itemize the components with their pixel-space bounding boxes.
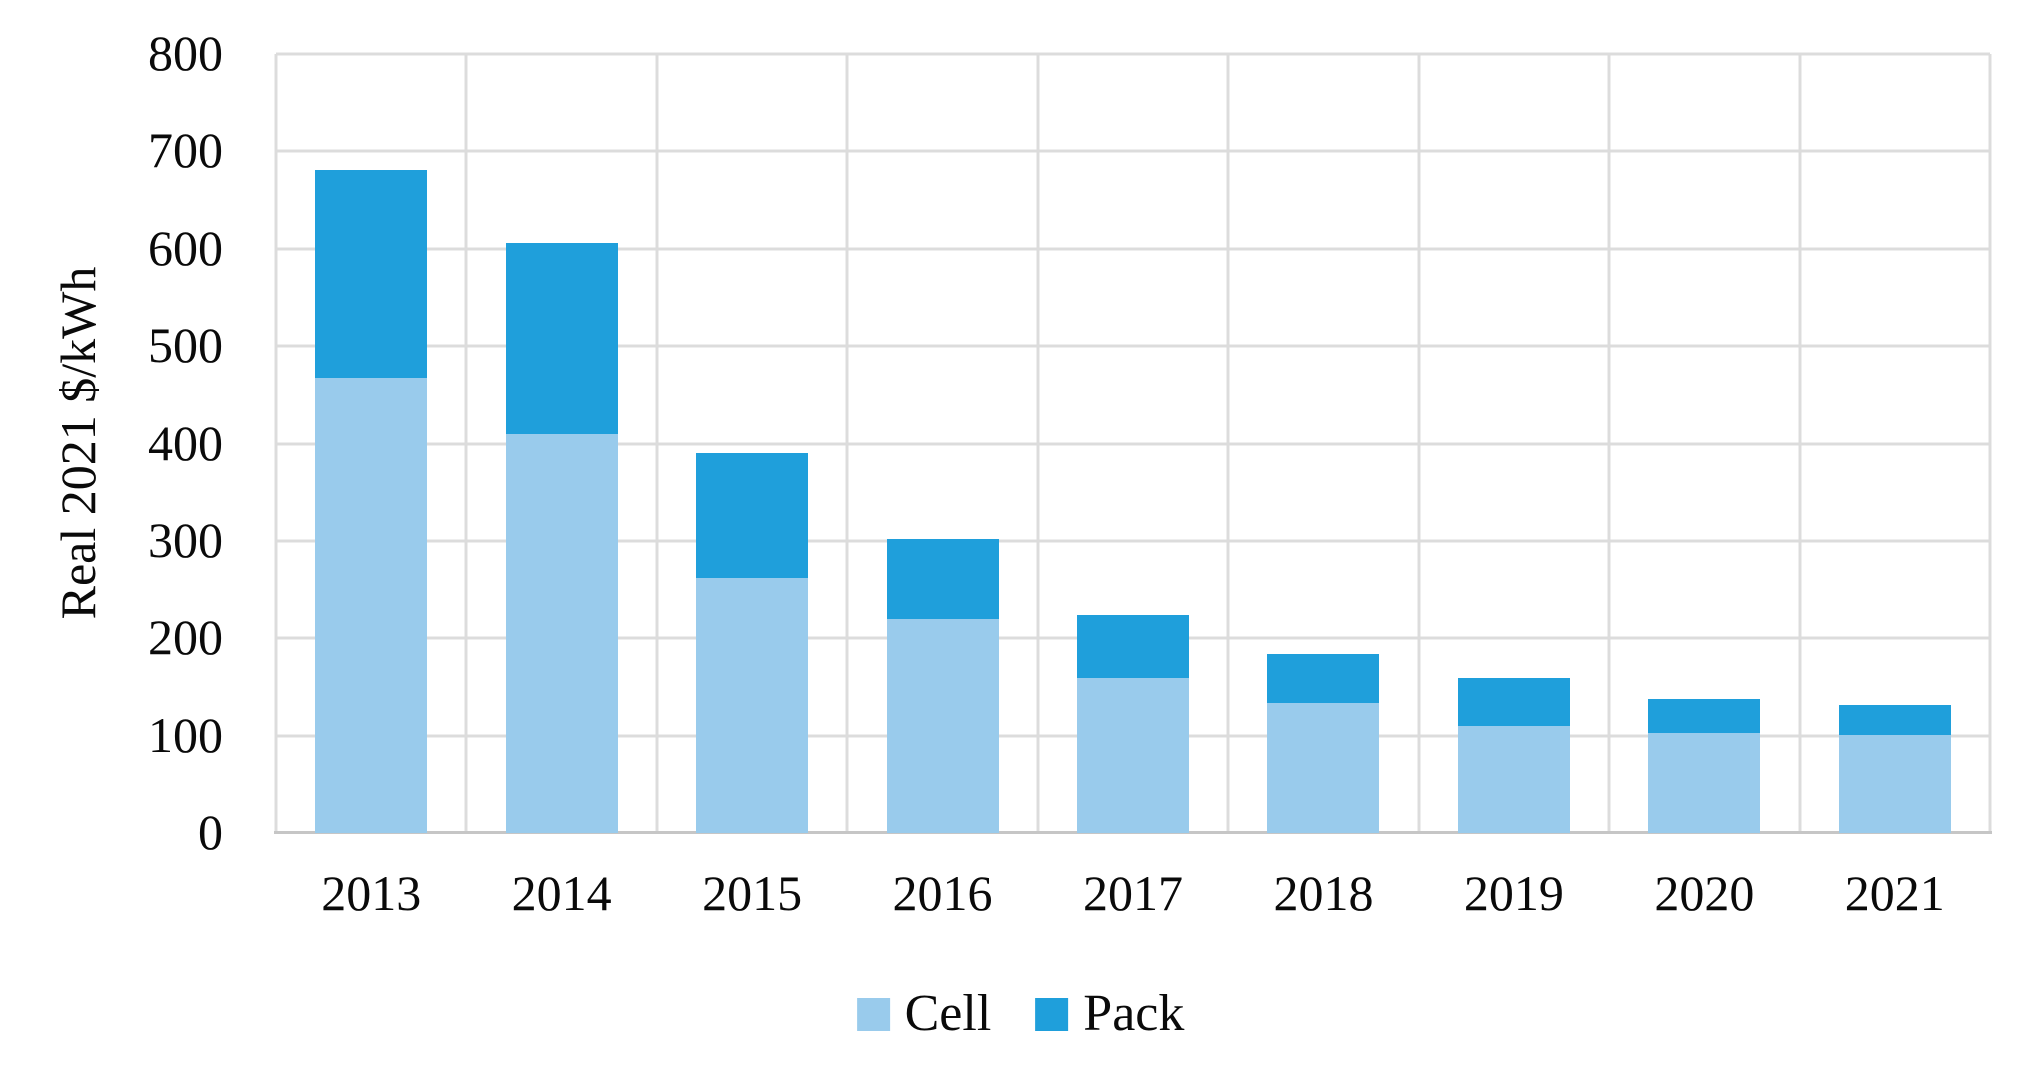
bar-segment-cell-2019 (1457, 725, 1570, 833)
y-tick-label: 300 (148, 511, 223, 568)
y-tick-label: 400 (148, 414, 223, 471)
gridline-vertical (1036, 54, 1040, 833)
x-axis-label: 2013 (321, 865, 422, 921)
gridline-vertical (655, 54, 659, 833)
gridline-vertical (1226, 54, 1230, 833)
gridline-horizontal (276, 344, 1990, 348)
bar-segment-cell-2017 (1077, 678, 1189, 833)
legend-cell-label: Cell (904, 985, 992, 1042)
legend-cell-swatch (856, 997, 890, 1031)
y-tick-label: 200 (148, 609, 223, 666)
bar-segment-cell-2013 (315, 378, 428, 833)
bar-segment-pack-2021 (1838, 705, 1951, 735)
x-axis-label: 2014 (511, 865, 612, 921)
gridline-vertical (464, 54, 468, 833)
legend-pack-swatch (1035, 997, 1069, 1031)
bar-segment-cell-2015 (696, 577, 809, 833)
y-tick-label: 0 (198, 804, 223, 860)
y-tick-label: 700 (148, 122, 223, 179)
bar-segment-pack-2019 (1457, 678, 1570, 726)
legend: Cell Pack (856, 985, 1184, 1042)
bar-segment-pack-2013 (315, 169, 428, 379)
y-tick-label: 100 (148, 706, 223, 763)
legend-item-pack: Pack (1035, 988, 1184, 1040)
bar-segment-cell-2016 (886, 618, 999, 833)
y-tick-label: 500 (148, 317, 223, 374)
bar-segment-pack-2016 (886, 538, 999, 619)
gridline-horizontal (276, 247, 1990, 251)
x-axis-label: 2016 (892, 865, 993, 921)
bar-segment-pack-2017 (1077, 614, 1189, 679)
bar-segment-pack-2020 (1648, 698, 1761, 733)
gridline-vertical (1798, 54, 1802, 833)
x-axis-label: 2021 (1844, 865, 1945, 921)
x-axis-label: 2018 (1273, 865, 1374, 921)
gridline-horizontal (276, 52, 1990, 56)
x-axis-label: 2017 (1083, 865, 1183, 921)
bar-segment-cell-2020 (1648, 732, 1761, 833)
y-tick-label: 800 (148, 25, 223, 81)
gridline-vertical (1988, 54, 1992, 833)
gridline-vertical (274, 54, 278, 833)
plot-area (274, 52, 1992, 834)
bar-segment-pack-2014 (505, 242, 618, 434)
x-axis-label: 2015 (702, 865, 803, 921)
gridline-horizontal (276, 539, 1990, 543)
legend-item-cell: Cell (856, 985, 992, 1042)
bar-segment-cell-2014 (505, 433, 618, 833)
legend-pack-label: Pack (1083, 985, 1185, 1042)
gridline-vertical (845, 54, 849, 833)
y-tick-label: 600 (148, 219, 223, 276)
bar-segment-pack-2018 (1267, 653, 1380, 703)
bar-segment-pack-2015 (696, 453, 809, 578)
gridline-horizontal (276, 442, 1990, 445)
x-axis-label: 2020 (1654, 865, 1755, 921)
gridline-vertical (1607, 54, 1611, 833)
gridline-vertical (1417, 54, 1421, 833)
gridline-horizontal (276, 149, 1990, 153)
bar-segment-cell-2021 (1838, 734, 1951, 833)
bar-segment-cell-2018 (1267, 702, 1380, 833)
x-axis-label: 2019 (1463, 865, 1564, 921)
